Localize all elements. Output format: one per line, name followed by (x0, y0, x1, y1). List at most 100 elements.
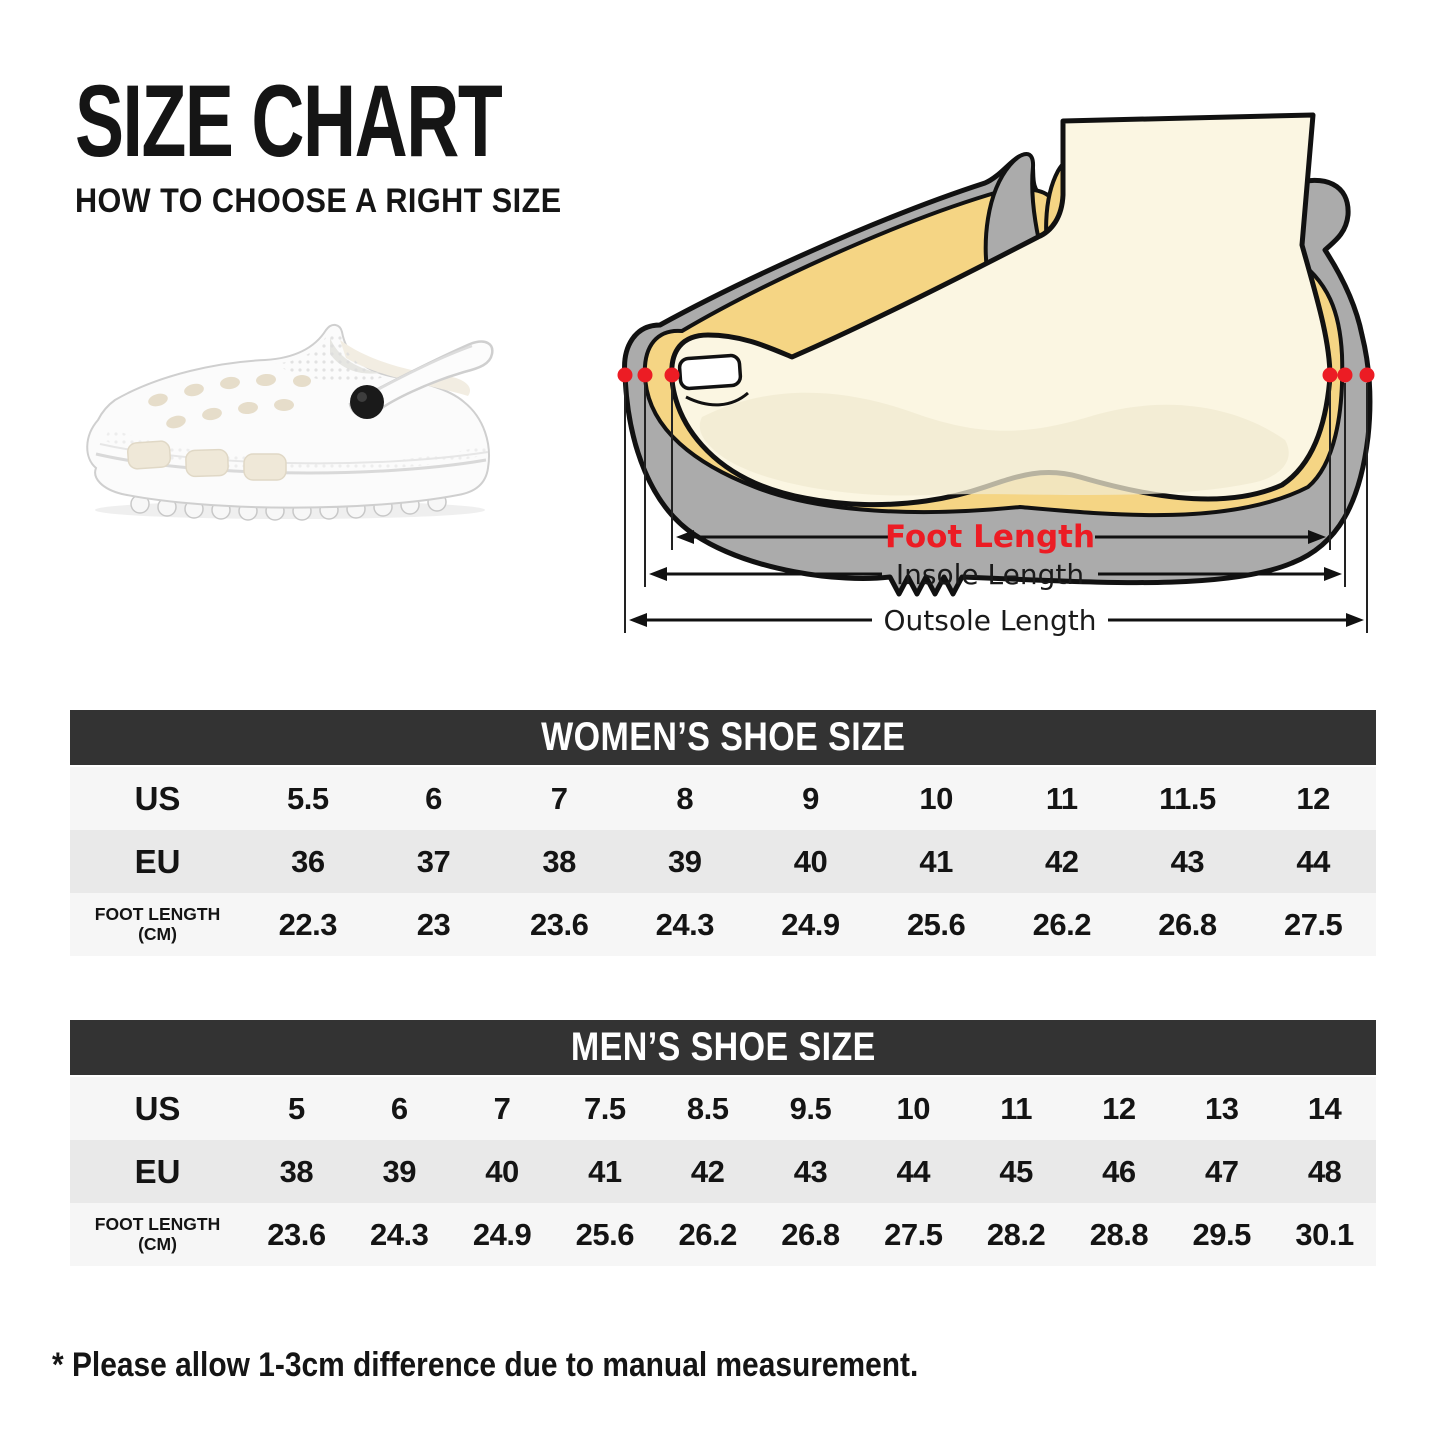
size-value: 7 (493, 1090, 511, 1126)
size-value: 46 (1102, 1153, 1136, 1189)
size-value: 8.5 (686, 1090, 729, 1126)
size-value: 41 (588, 1153, 622, 1189)
insole-length-label: Insole Length (896, 558, 1084, 591)
size-value: 11.5 (1159, 780, 1216, 816)
page-title: SIZE CHART (75, 64, 503, 178)
size-value: 14 (1307, 1090, 1342, 1126)
measurement-dots (617, 367, 1375, 383)
size-value: 26.2 (678, 1216, 737, 1252)
size-row: EU 38 39 40 41 42 43 44 45 46 47 48 (70, 1140, 1376, 1203)
size-value: 42 (1045, 843, 1079, 879)
size-value: 12 (1296, 780, 1330, 816)
size-value: 39 (382, 1153, 416, 1189)
toenail (677, 353, 743, 391)
side-port-holes (127, 440, 287, 481)
size-row: FOOT LENGTH (CM) 23.6 24.3 24.9 25.6 26.2 26.8… (70, 1203, 1376, 1266)
size-value: 29.5 (1192, 1216, 1252, 1252)
size-value: 10 (896, 1090, 931, 1126)
size-value: 43 (1170, 843, 1205, 879)
page-subtitle: HOW TO CHOOSE A RIGHT SIZE (75, 182, 562, 220)
size-value: 11 (1045, 780, 1078, 816)
size-value: 26.8 (1158, 906, 1217, 942)
row-label: EU (134, 842, 181, 880)
toe-crease-line (685, 391, 749, 407)
dimension-arrows (633, 535, 1360, 622)
mens-table-header-bar: MEN’S SHOE SIZE (70, 1020, 1376, 1075)
size-value: 37 (416, 843, 451, 879)
foot-measurement-diagram: Foot Length Insole Length Outsole Length (590, 85, 1410, 645)
size-value: 44 (896, 1153, 931, 1189)
size-row: US 5 6 7 7.5 8.5 9.5 10 11 12 13 14 (70, 1077, 1376, 1140)
strap-rivet (350, 385, 384, 419)
title-block: SIZE CHART HOW TO CHOOSE A RIGHT SIZE (75, 70, 667, 221)
foot-length-label: Foot Length (885, 519, 1095, 555)
womens-size-table: US 5.5 6 7 8 9 10 11 11.5 12 EU 36 37 38 39 40 41 42 43 44 F… (70, 767, 1376, 956)
size-value: 7 (550, 780, 568, 816)
vamp-texture (272, 335, 388, 383)
row-label: FOOT LENGTH (CM) (94, 1214, 221, 1254)
size-value: 25.6 (906, 906, 966, 942)
size-value: 24.3 (655, 906, 715, 942)
size-value: 11 (1000, 1090, 1032, 1126)
size-value: 30.1 (1295, 1216, 1354, 1252)
size-value: 5 (288, 1090, 305, 1126)
size-value: 36 (291, 843, 325, 879)
size-value: 42 (690, 1153, 725, 1189)
size-value: 28.2 (986, 1216, 1046, 1252)
size-value: 40 (485, 1153, 519, 1189)
size-value: 41 (919, 843, 953, 879)
size-value: 40 (793, 843, 828, 879)
mens-size-table: US 5 6 7 7.5 8.5 9.5 10 11 12 13 14 EU 38 39 40 41 42 43 44… (70, 1077, 1376, 1266)
size-value: 48 (1307, 1153, 1342, 1189)
clog-shoe-image (40, 278, 540, 543)
outsole-length-label: Outsole Length (884, 604, 1097, 637)
row-label: EU (134, 1152, 181, 1190)
womens-size-table-section: WOMEN’S SHOE SIZE US 5.5 6 7 8 9 10 11 11.5 12 EU 3… (70, 710, 1376, 956)
size-value: 24.9 (472, 1216, 532, 1252)
arrowheads (629, 530, 1364, 627)
size-value: 24.9 (781, 906, 840, 942)
foot-diagram-illustration: Foot Length Insole Length Outsole Length (617, 112, 1375, 637)
size-value: 5.5 (287, 780, 329, 816)
size-value: 38 (279, 1153, 314, 1189)
size-value: 38 (542, 843, 576, 879)
measurement-footnote: * Please allow 1-3cm difference due to m… (52, 1346, 919, 1384)
size-value: 9 (802, 780, 819, 816)
size-value: 9.5 (789, 1090, 832, 1126)
size-value: 23.6 (267, 1216, 326, 1252)
size-value: 45 (999, 1153, 1033, 1189)
vent-holes (148, 373, 311, 429)
womens-table-title: WOMEN’S SHOE SIZE (540, 715, 906, 759)
foot-shading (699, 392, 1289, 496)
mens-size-table-section: MEN’S SHOE SIZE US 5 6 7 7.5 8.5 9.5 10 11 12 13 14… (70, 1020, 1376, 1266)
womens-table-header-bar: WOMEN’S SHOE SIZE (70, 710, 1376, 765)
size-value: 23 (416, 906, 451, 942)
size-value: 6 (390, 1090, 408, 1126)
size-value: 13 (1204, 1090, 1239, 1126)
mens-table-title: MEN’S SHOE SIZE (570, 1025, 876, 1069)
size-value: 10 (919, 780, 953, 816)
size-value: 26.2 (1032, 906, 1092, 942)
size-value: 8 (676, 780, 694, 816)
size-value: 12 (1102, 1090, 1136, 1126)
clog-body (86, 324, 490, 509)
strap-slot-line (369, 344, 473, 396)
size-value: 27.5 (1283, 906, 1343, 942)
size-row: FOOT LENGTH (CM) 22.3 23 23.6 24.3 24.9 25.6 26… (70, 893, 1376, 956)
row-label: US (134, 1089, 181, 1127)
row-label: US (134, 779, 181, 817)
measurement-guide-lines (624, 383, 1368, 633)
clog-shoe-illustration (86, 324, 494, 521)
size-value: 28.8 (1089, 1216, 1149, 1252)
size-value: 43 (793, 1153, 828, 1189)
size-value: 44 (1296, 843, 1330, 879)
size-value: 25.6 (575, 1216, 635, 1252)
size-value: 7.5 (584, 1090, 626, 1126)
size-value: 27.5 (884, 1216, 943, 1252)
size-row: EU 36 37 38 39 40 41 42 43 44 (70, 830, 1376, 893)
row-label: FOOT LENGTH (CM) (94, 904, 221, 944)
size-row: US 5.5 6 7 8 9 10 11 11.5 12 (70, 767, 1376, 830)
size-value: 22.3 (278, 906, 338, 942)
size-value: 6 (425, 780, 442, 816)
